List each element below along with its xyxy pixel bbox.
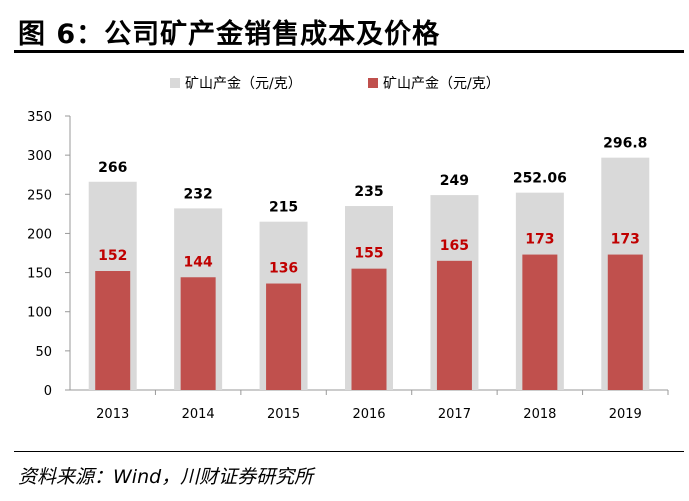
data-label-price: 252.06	[513, 171, 567, 187]
bar-cost	[607, 254, 643, 390]
data-label-cost: 144	[184, 254, 213, 270]
x-tick-label: 2013	[96, 407, 129, 422]
data-label-cost: 152	[98, 248, 127, 264]
y-tick-label: 250	[27, 188, 52, 203]
data-label-price: 296.8	[603, 136, 647, 152]
data-label-cost: 136	[269, 261, 298, 277]
data-label-cost: 155	[354, 246, 383, 262]
x-tick-label: 2019	[609, 407, 642, 422]
data-label-price: 235	[354, 184, 383, 200]
legend-swatch-cost	[368, 78, 378, 88]
bar-cost	[266, 283, 302, 390]
data-label-price: 215	[269, 200, 298, 216]
y-tick-label: 300	[27, 149, 52, 164]
y-tick-label: 200	[27, 227, 52, 242]
legend-swatch-price	[170, 78, 180, 88]
x-tick-label: 2015	[267, 407, 300, 422]
data-label-cost: 173	[525, 232, 554, 248]
bar-cost	[95, 271, 131, 390]
data-label-cost: 173	[611, 232, 640, 248]
figure-number: 图 6：	[18, 19, 105, 50]
title-bar: 图 6：公司矿产金销售成本及价格	[14, 4, 684, 53]
legend-label-price: 矿山产金（元/克）	[185, 76, 302, 92]
legend-item-price: 矿山产金（元/克）	[170, 73, 302, 93]
data-label-price: 249	[440, 173, 469, 189]
legend-label-cost: 矿山产金（元/克）	[383, 76, 500, 92]
bar-cost	[522, 254, 558, 390]
y-tick-label: 150	[27, 267, 52, 282]
bar-chart: 0 50 100 150 200 250 300 350 266 152 2013 232 144 201…	[27, 110, 669, 422]
data-label-cost: 165	[440, 238, 469, 254]
x-tick-label: 2017	[438, 407, 471, 422]
source-note: 资料来源：Wind，川财证券研究所	[18, 466, 314, 488]
page-title: 图 6：公司矿产金销售成本及价格	[18, 12, 440, 51]
bar-cost	[351, 268, 387, 390]
x-tick-label: 2016	[352, 407, 385, 422]
footer-divider	[14, 451, 684, 452]
x-tick-label: 2018	[523, 407, 556, 422]
chart-legend: 矿山产金（元/克） 矿山产金（元/克）	[150, 73, 570, 93]
y-tick-label: 0	[44, 384, 52, 399]
bar-cost	[436, 260, 472, 390]
y-tick-label: 350	[27, 110, 52, 125]
data-label-price: 232	[184, 186, 213, 202]
figure-title: 公司矿产金销售成本及价格	[104, 19, 441, 50]
y-tick-label: 50	[35, 345, 52, 360]
data-label-price: 266	[98, 160, 127, 176]
x-tick-label: 2014	[182, 407, 215, 422]
y-tick-label: 100	[27, 306, 52, 321]
bar-cost	[180, 277, 216, 390]
legend-item-cost: 矿山产金（元/克）	[368, 73, 500, 93]
